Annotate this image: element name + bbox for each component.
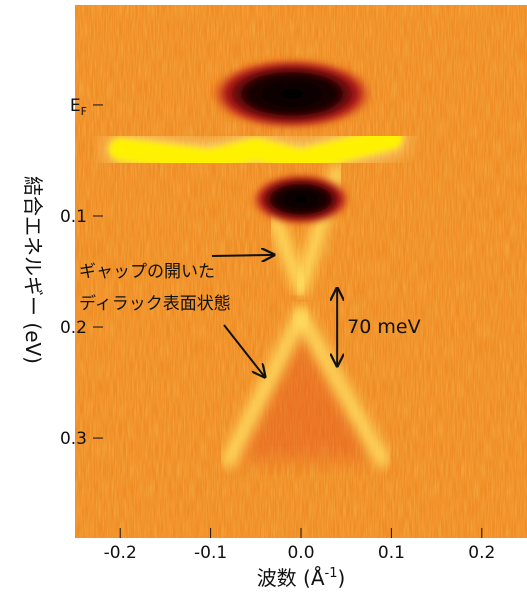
axes: -0.2 -0.1 0.0 0.1 0.2 EF 0.1 0.2 0.3	[60, 96, 495, 563]
lower-cone-halo	[228, 315, 383, 461]
state-label-line2: ディラック表面状態	[79, 293, 231, 314]
x-tick-label: 0.2	[468, 543, 495, 563]
spectral-features	[105, 57, 407, 469]
arrow-to-upper-cone	[211, 255, 274, 256]
y-axis-title: 結合エネルギー (eV)	[21, 176, 45, 364]
y-tick-label: 0.2	[60, 318, 87, 338]
y-tick-label: 0.1	[60, 207, 87, 227]
upper-cone-left-branch	[266, 208, 308, 296]
arrow-to-lower-cone	[223, 324, 265, 377]
x-tick-label: 0.0	[287, 543, 314, 563]
x-axis-title-base: 波数 (Å	[257, 566, 325, 590]
y-tick-label: 0.3	[60, 429, 87, 449]
y-tick-label: EF	[70, 96, 87, 118]
x-axis-title-sup: -1	[325, 566, 338, 581]
dark-pocket-upper	[209, 57, 374, 130]
lower-cone-right-branch	[293, 307, 391, 469]
lower-cone-left-branch	[220, 307, 309, 469]
dark-pocket-lower	[251, 173, 351, 226]
x-axis-title-close: )	[338, 566, 346, 590]
x-tick-label: 0.1	[378, 543, 405, 563]
gap-label: 70 meV	[347, 316, 420, 338]
x-tick-label: -0.2	[104, 543, 137, 563]
x-axis-title: 波数 (Å-1)	[257, 566, 346, 590]
plot-area	[75, 5, 527, 538]
bright-band	[109, 127, 403, 172]
x-tick-label: -0.1	[194, 543, 227, 563]
state-label-line1: ギャップの開いた	[79, 262, 215, 282]
